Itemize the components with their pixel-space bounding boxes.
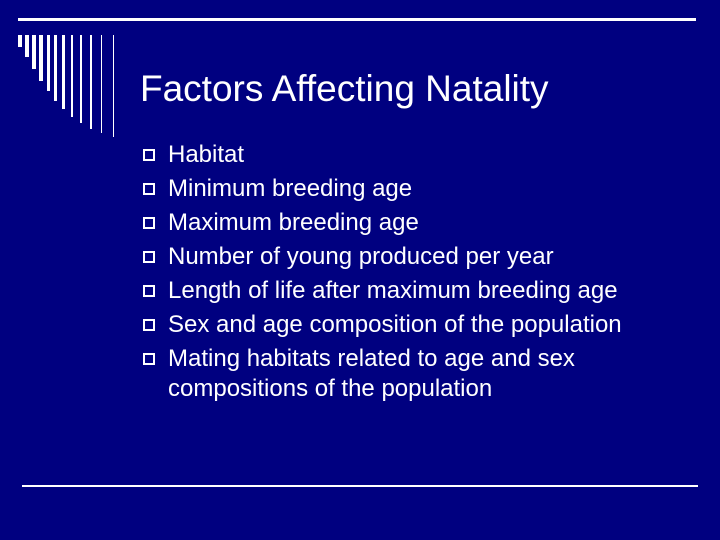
bullet-text: Sex and age composition of the populatio… bbox=[168, 311, 622, 338]
hollow-square-bullet-icon bbox=[143, 183, 155, 195]
bullet-item: Length of life after maximum breeding ag… bbox=[143, 276, 683, 306]
bullet-item: Maximum breeding age bbox=[143, 208, 683, 238]
hollow-square-bullet-icon bbox=[143, 285, 155, 297]
bottom-rule bbox=[22, 485, 698, 487]
bullet-text: Number of young produced per year bbox=[168, 243, 554, 270]
bullet-text: Length of life after maximum breeding ag… bbox=[168, 277, 618, 304]
bullet-item: Habitat bbox=[143, 140, 683, 170]
bullet-list: Habitat Minimum breeding age Maximum bre… bbox=[143, 140, 683, 408]
decorative-stripes bbox=[18, 35, 114, 137]
bullet-item: Number of young produced per year bbox=[143, 242, 683, 272]
hollow-square-bullet-icon bbox=[143, 353, 155, 365]
bullet-item: Mating habitats related to age and sex c… bbox=[143, 344, 683, 404]
bullet-text: Mating habitats related to age and sex c… bbox=[168, 345, 575, 402]
bullet-text: Minimum breeding age bbox=[168, 175, 413, 202]
hollow-square-bullet-icon bbox=[143, 149, 155, 161]
hollow-square-bullet-icon bbox=[143, 319, 155, 331]
bullet-text: Maximum breeding age bbox=[168, 209, 419, 236]
bullet-item: Sex and age composition of the populatio… bbox=[143, 310, 683, 340]
top-rule bbox=[18, 18, 696, 21]
bullet-item: Minimum breeding age bbox=[143, 174, 683, 204]
hollow-square-bullet-icon bbox=[143, 217, 155, 229]
hollow-square-bullet-icon bbox=[143, 251, 155, 263]
bullet-text: Habitat bbox=[168, 141, 245, 168]
slide-title: Factors Affecting Natality bbox=[140, 68, 549, 109]
